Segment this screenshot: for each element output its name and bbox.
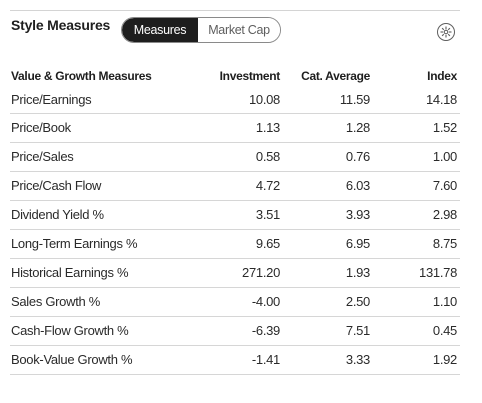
index-value: 0.45 xyxy=(370,316,460,346)
investment-value: -1.41 xyxy=(186,345,280,375)
cat-average-value: 1.28 xyxy=(280,113,370,143)
column-header-investment: Investment xyxy=(219,69,281,83)
gear-glyph xyxy=(440,26,452,38)
column-header-index: Index xyxy=(427,69,457,83)
panel-title: Style Measures xyxy=(11,17,111,33)
table-row: Historical Earnings % 271.20 1.93 131.78 xyxy=(10,258,460,288)
row-label: Price/Earnings xyxy=(10,86,186,114)
row-label: Dividend Yield % xyxy=(10,200,186,230)
row-label: Sales Growth % xyxy=(10,287,186,317)
investment-value: 4.72 xyxy=(186,171,280,201)
row-label: Long-Term Earnings % xyxy=(10,229,186,259)
table-row: Price/Book 1.13 1.28 1.52 xyxy=(10,113,460,143)
cat-average-value: 6.03 xyxy=(280,171,370,201)
table-row: Price/Cash Flow 4.72 6.03 7.60 xyxy=(10,171,460,201)
cat-average-value: 6.95 xyxy=(280,229,370,259)
toggle-market-cap-button[interactable]: Market Cap xyxy=(198,18,280,42)
cat-average-value: 1.93 xyxy=(280,258,370,288)
investment-value: -4.00 xyxy=(186,287,280,317)
table-row: Sales Growth % -4.00 2.50 1.10 xyxy=(10,287,460,317)
column-header-measure: Value & Growth Measures xyxy=(11,69,152,83)
view-toggle: Measures Market Cap xyxy=(121,17,281,43)
toggle-measures-button[interactable]: Measures xyxy=(122,18,198,42)
row-label: Book-Value Growth % xyxy=(10,345,186,375)
investment-value: 9.65 xyxy=(186,229,280,259)
index-value: 7.60 xyxy=(370,171,460,201)
investment-value: 271.20 xyxy=(186,258,280,288)
index-value: 8.75 xyxy=(370,229,460,259)
cat-average-value: 2.50 xyxy=(280,287,370,317)
index-value: 1.52 xyxy=(370,113,460,143)
table-row: Cash-Flow Growth % -6.39 7.51 0.45 xyxy=(10,316,460,346)
index-value: 1.10 xyxy=(370,287,460,317)
table-header-row: Value & Growth Measures Investment Cat. … xyxy=(10,57,460,86)
panel-header: Style Measures Measures Market Cap xyxy=(10,11,460,57)
investment-value: -6.39 xyxy=(186,316,280,346)
row-label: Price/Sales xyxy=(10,142,186,172)
index-value: 1.00 xyxy=(370,142,460,172)
investment-value: 0.58 xyxy=(186,142,280,172)
investment-value: 1.13 xyxy=(186,113,280,143)
cat-average-value: 3.93 xyxy=(280,200,370,230)
style-measures-panel: Style Measures Measures Market Cap xyxy=(10,10,460,375)
investment-value: 3.51 xyxy=(186,200,280,230)
row-label: Price/Book xyxy=(10,113,186,143)
index-value: 14.18 xyxy=(370,86,460,114)
row-label: Historical Earnings % xyxy=(10,258,186,288)
cat-average-value: 3.33 xyxy=(280,345,370,375)
table-row: Long-Term Earnings % 9.65 6.95 8.75 xyxy=(10,229,460,259)
gear-icon[interactable] xyxy=(437,23,455,41)
column-header-cat-average: Cat. Average xyxy=(301,69,370,83)
cat-average-value: 0.76 xyxy=(280,142,370,172)
investment-value: 10.08 xyxy=(186,86,280,114)
index-value: 2.98 xyxy=(370,200,460,230)
cat-average-value: 7.51 xyxy=(280,316,370,346)
index-value: 1.92 xyxy=(370,345,460,375)
row-label: Price/Cash Flow xyxy=(10,171,186,201)
table-row: Price/Earnings 10.08 11.59 14.18 xyxy=(10,86,460,114)
cat-average-value: 11.59 xyxy=(280,86,370,114)
table-row: Book-Value Growth % -1.41 3.33 1.92 xyxy=(10,345,460,375)
row-label: Cash-Flow Growth % xyxy=(10,316,186,346)
measures-table: Value & Growth Measures Investment Cat. … xyxy=(10,57,460,375)
table-row: Price/Sales 0.58 0.76 1.00 xyxy=(10,142,460,172)
index-value: 131.78 xyxy=(370,258,460,288)
table-row: Dividend Yield % 3.51 3.93 2.98 xyxy=(10,200,460,230)
